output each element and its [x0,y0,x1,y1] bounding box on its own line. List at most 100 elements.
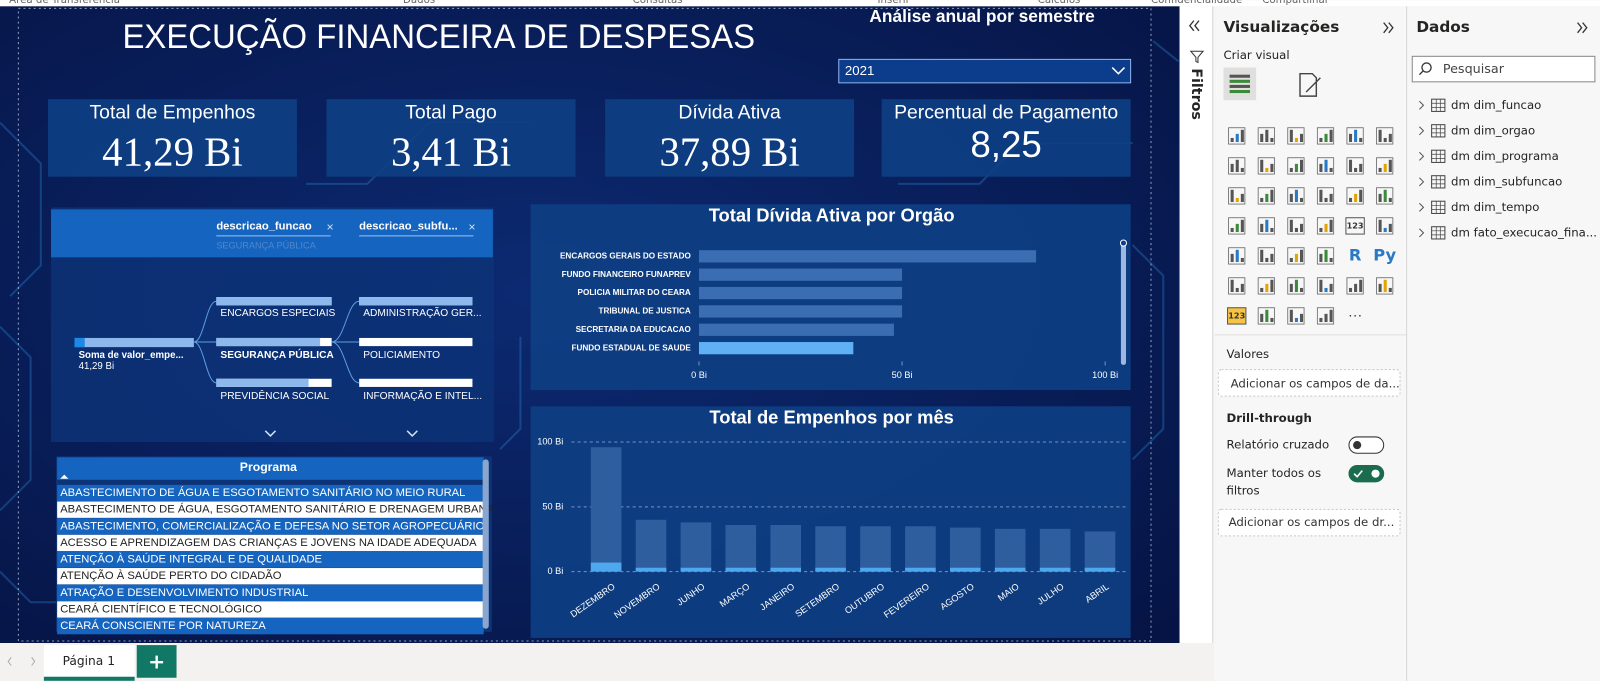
visual-icon[interactable] [1228,127,1246,145]
visual-icon-label[interactable]: 123 [1228,310,1245,320]
table-row[interactable] [57,601,484,618]
bar[interactable] [698,342,854,355]
column[interactable] [950,567,981,572]
table-row[interactable] [57,551,484,568]
column[interactable] [950,527,981,572]
visual-icon[interactable] [1376,187,1394,205]
visual-icon[interactable] [1257,217,1275,235]
table-row[interactable] [57,501,484,518]
visual-icon[interactable] [1376,217,1394,235]
tree-chevron[interactable] [1419,100,1425,110]
bar[interactable] [698,323,894,336]
expand-chevron[interactable] [1388,22,1394,34]
column[interactable] [994,567,1026,572]
visual-icon[interactable] [1257,307,1275,325]
column[interactable] [635,567,667,572]
visual-icon[interactable] [1346,187,1364,205]
node-label[interactable]: POLICIAMENTO [363,350,440,361]
visual-icon[interactable] [1376,277,1394,295]
page-tab[interactable] [43,645,135,681]
table-row[interactable] [57,534,484,552]
visual-icon[interactable] [1257,127,1275,145]
tree-chevron[interactable] [1419,228,1425,238]
visual-icon[interactable] [1346,127,1364,145]
visual-icon[interactable] [1228,277,1246,295]
column[interactable] [590,447,622,572]
visual-icon-label[interactable]: Py [1373,245,1396,264]
visual-icon[interactable] [1287,187,1305,205]
table-name[interactable]: dm dim_funcao [1451,98,1541,112]
visual-icon[interactable] [1346,157,1364,175]
visual-icon[interactable] [1316,247,1335,265]
visual-icon[interactable] [1287,247,1305,265]
visual-icon[interactable] [1228,247,1246,265]
expand-chevron[interactable] [406,430,418,437]
node-label[interactable]: ADMINISTRAÇÃO GER... [363,306,481,319]
column[interactable] [815,567,846,572]
visual-icon[interactable] [1316,217,1335,235]
visual-icon-label[interactable]: R [1349,245,1362,264]
table-row[interactable] [57,518,484,535]
column[interactable] [590,562,622,572]
column[interactable] [860,526,891,572]
tree-chevron[interactable] [1419,202,1425,212]
toggle[interactable] [1348,464,1385,483]
column[interactable] [680,567,712,572]
visual-icon[interactable] [1257,247,1275,265]
format-icon[interactable] [1299,72,1321,97]
visual-icon[interactable] [1228,187,1246,205]
filters-strip[interactable] [1179,6,1213,644]
filters-label[interactable]: Filtros [1188,68,1204,120]
expand-chevron[interactable] [1577,22,1583,34]
node-label[interactable]: INFORMAÇÃO E INTEL... [363,389,482,402]
remove-field[interactable]: × [327,220,334,234]
tab-nav[interactable] [31,657,36,666]
column[interactable] [770,567,802,572]
visual-icon[interactable] [1257,157,1275,175]
expand-chevron[interactable] [264,430,277,437]
visual-icon[interactable] [1316,277,1335,295]
visual-icon[interactable] [1316,187,1335,205]
column[interactable] [1039,528,1071,572]
column[interactable] [860,567,891,572]
tree-chevron[interactable] [1419,126,1425,136]
visual-icon[interactable] [1346,277,1364,295]
column[interactable] [725,524,757,572]
tab-nav[interactable] [7,657,12,666]
table-row[interactable] [57,584,484,602]
visual-icon[interactable] [1257,187,1275,205]
tree-chevron[interactable] [1419,151,1425,161]
column[interactable] [725,567,757,572]
visual-icon[interactable] [1316,157,1335,175]
column[interactable] [905,526,936,572]
visual-icon[interactable] [1257,277,1275,295]
table-name[interactable]: dm dim_subfuncao [1451,174,1562,188]
visual-icon[interactable] [1316,307,1335,325]
column[interactable] [680,522,712,572]
visual-icon-label[interactable]: 123 [1347,220,1364,230]
visual-icon[interactable] [1316,127,1335,145]
table-name[interactable]: dm dim_programa [1451,149,1559,163]
column[interactable] [1039,567,1071,572]
visual-icon[interactable] [1287,127,1305,145]
column[interactable] [1084,531,1116,572]
more-visuals[interactable]: ··· [1348,308,1362,324]
column[interactable] [994,528,1026,572]
table-name[interactable]: dm dim_tempo [1451,200,1539,214]
column[interactable] [770,524,802,572]
visual-icon[interactable] [1228,217,1246,235]
visual-icon[interactable] [1287,307,1305,325]
table-row[interactable] [57,568,484,585]
node-label[interactable]: ENCARGOS ESPECIAIS [220,308,335,319]
column[interactable] [635,519,667,572]
toggle[interactable] [1348,436,1385,454]
slicer-dropdown[interactable] [838,58,1132,84]
visual-icon[interactable] [1345,217,1365,235]
remove-field[interactable]: × [468,220,475,234]
tree-chevron[interactable] [1419,177,1425,187]
visual-icon[interactable] [1228,157,1246,175]
selected-visual-type[interactable] [1223,67,1257,101]
visual-icon[interactable] [1227,307,1247,325]
column[interactable] [905,567,936,572]
visual-icon[interactable] [1376,127,1394,145]
